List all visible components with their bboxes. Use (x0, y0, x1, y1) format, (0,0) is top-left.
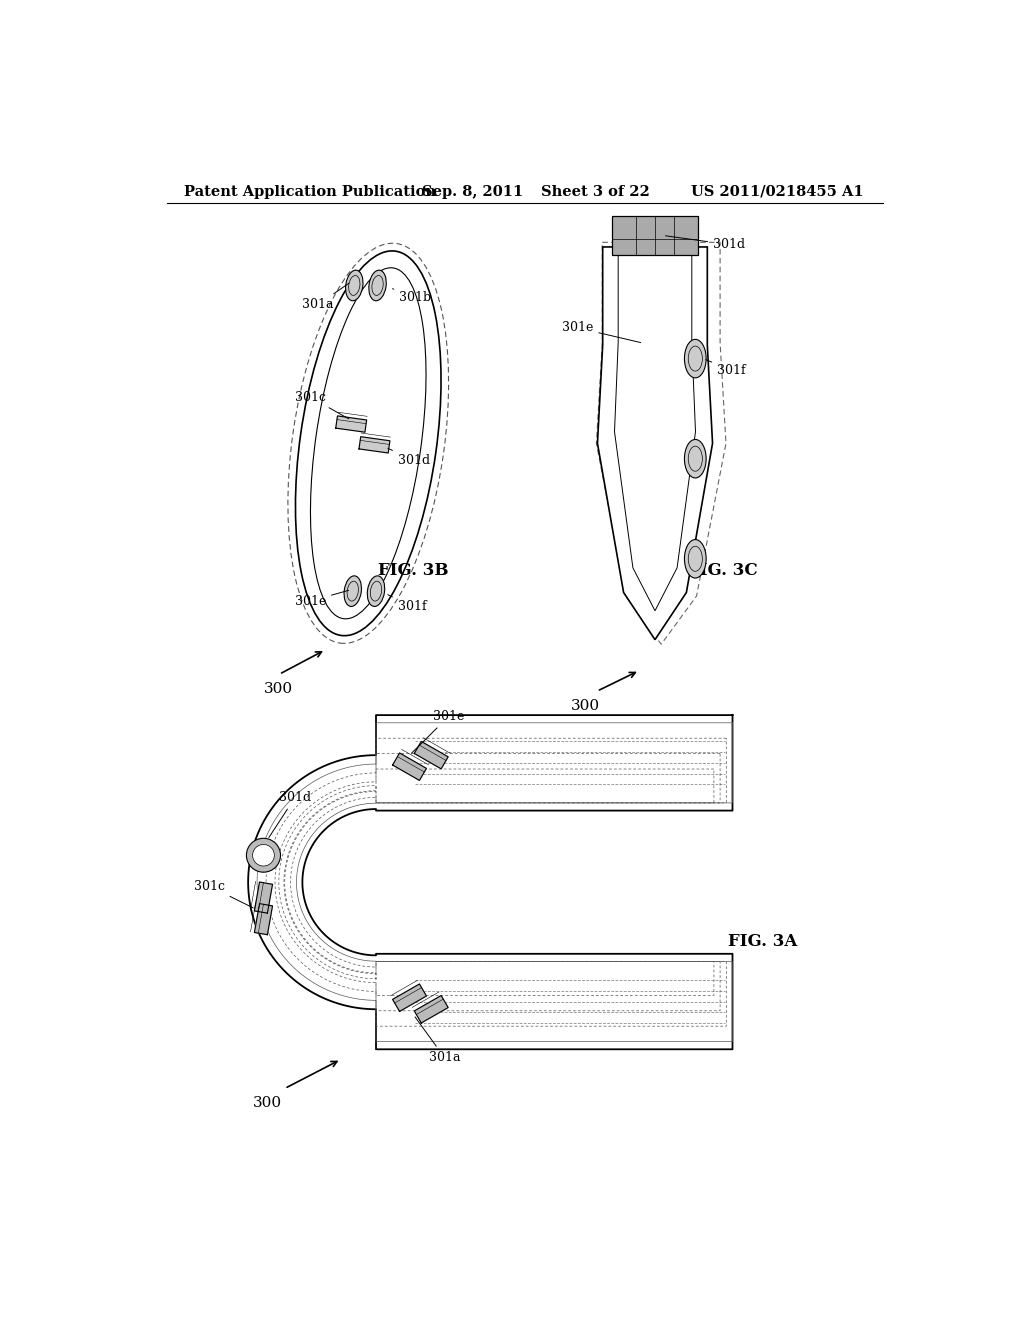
Text: 301d: 301d (388, 449, 430, 467)
Text: 301e: 301e (412, 710, 464, 754)
Polygon shape (392, 983, 426, 1011)
Ellipse shape (345, 271, 364, 301)
Text: 301c: 301c (295, 391, 349, 418)
Text: 301e: 301e (562, 321, 641, 343)
Ellipse shape (684, 339, 707, 378)
Ellipse shape (368, 576, 385, 606)
Text: Patent Application Publication: Patent Application Publication (183, 185, 435, 199)
Text: Sep. 8, 2011: Sep. 8, 2011 (422, 185, 523, 199)
Polygon shape (254, 882, 272, 913)
Text: 301f: 301f (706, 359, 745, 376)
Text: 301e: 301e (295, 590, 348, 607)
Text: 301d: 301d (666, 236, 745, 251)
Text: 300: 300 (570, 700, 600, 713)
Text: 301f: 301f (388, 595, 426, 612)
Circle shape (253, 845, 274, 866)
Ellipse shape (684, 540, 707, 578)
Text: Sheet 3 of 22: Sheet 3 of 22 (541, 185, 649, 199)
Text: FIG. 3B: FIG. 3B (379, 561, 449, 578)
Polygon shape (248, 715, 732, 1049)
Text: 300: 300 (263, 682, 293, 696)
Polygon shape (254, 904, 272, 935)
Text: 301d: 301d (269, 791, 311, 837)
PathPatch shape (597, 247, 713, 640)
Ellipse shape (296, 251, 441, 636)
Text: 301a: 301a (415, 1016, 461, 1064)
Text: 300: 300 (253, 1096, 282, 1110)
Polygon shape (359, 437, 390, 453)
Ellipse shape (684, 440, 707, 478)
Polygon shape (415, 995, 449, 1023)
Text: 301a: 301a (302, 284, 349, 312)
Polygon shape (336, 416, 367, 432)
Circle shape (247, 838, 281, 873)
Bar (612, 216, 697, 255)
Ellipse shape (369, 271, 386, 301)
Text: FIG. 3C: FIG. 3C (688, 561, 758, 578)
Text: 301b: 301b (392, 289, 431, 304)
Text: 301c: 301c (194, 879, 253, 908)
Polygon shape (392, 752, 426, 780)
Ellipse shape (344, 576, 361, 606)
Polygon shape (415, 742, 449, 768)
Text: FIG. 3A: FIG. 3A (728, 932, 798, 949)
Text: US 2011/0218455 A1: US 2011/0218455 A1 (691, 185, 864, 199)
